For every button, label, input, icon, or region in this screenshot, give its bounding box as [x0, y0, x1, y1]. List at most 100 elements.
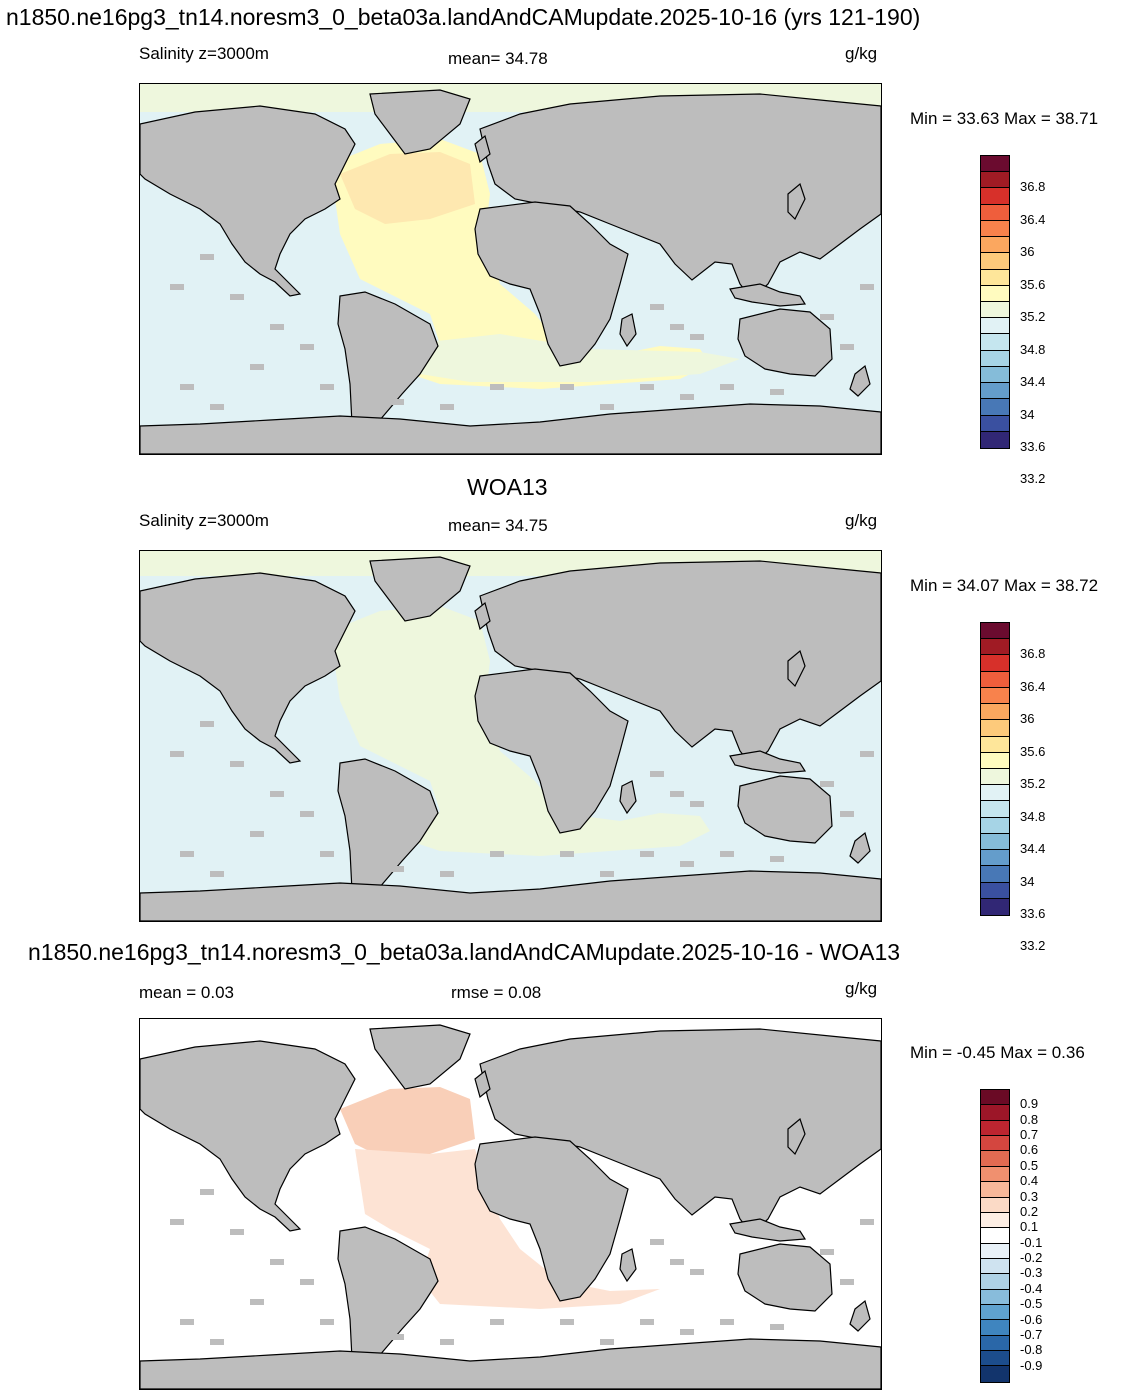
panel1-left-label: Salinity z=3000m	[139, 44, 269, 63]
colorbar-label: -0.7	[1020, 1326, 1043, 1342]
colorbar-label: -0.9	[1020, 1357, 1043, 1373]
colorbar-swatch	[981, 253, 1009, 270]
panel3-mean-label: mean = 0.03	[139, 983, 234, 1002]
colorbar-swatch	[981, 704, 1009, 721]
panel1-minmax: Min = 33.63 Max = 38.71	[910, 109, 1099, 128]
colorbar-label: -0.2	[1020, 1250, 1043, 1266]
panel2-minmax: Min = 34.07 Max = 38.72	[910, 576, 1099, 595]
colorbar-swatch	[981, 655, 1009, 672]
colorbar-label: 34	[1020, 873, 1035, 889]
colorbar-swatch	[981, 285, 1009, 302]
colorbar-label: -0.1	[1020, 1234, 1043, 1250]
colorbar-label: 33.2	[1020, 471, 1046, 487]
colorbar-swatch	[981, 817, 1009, 834]
colorbar-label: 0.4	[1020, 1173, 1039, 1189]
colorbar-swatch	[981, 1305, 1009, 1321]
colorbar-swatch	[981, 866, 1009, 883]
colorbar-swatch	[981, 1182, 1009, 1198]
colorbar-swatch	[981, 350, 1009, 367]
colorbar-label: -0.6	[1020, 1311, 1043, 1327]
colorbar-label: -0.5	[1020, 1296, 1043, 1312]
colorbar-swatch	[981, 1366, 1009, 1382]
panel2-colorbar	[980, 622, 1010, 916]
colorbar-swatch	[981, 383, 1009, 400]
colorbar-label: 0.2	[1020, 1203, 1039, 1219]
colorbar-swatch	[981, 1258, 1009, 1275]
colorbar-label: 0.7	[1020, 1127, 1039, 1143]
colorbar-label: 33.2	[1020, 938, 1046, 954]
panel3-minmax: Min = -0.45 Max = 0.36	[910, 1043, 1085, 1062]
colorbar-swatch	[981, 720, 1009, 737]
panel3-heading: n1850.ne16pg3_tn14.noresm3_0_beta03a.lan…	[28, 939, 901, 965]
colorbar-swatch	[981, 1274, 1009, 1290]
colorbar-label: 35.6	[1020, 743, 1046, 759]
colorbar-label: 36	[1020, 711, 1035, 727]
colorbar-label: -0.3	[1020, 1265, 1043, 1281]
colorbar-swatch	[981, 850, 1009, 867]
colorbar-label: 0.9	[1020, 1096, 1039, 1112]
panel3-map	[139, 1018, 882, 1390]
colorbar-swatch	[981, 1228, 1009, 1244]
colorbar-label: 34.4	[1020, 841, 1046, 857]
colorbar-swatch	[981, 1090, 1009, 1106]
panel1-colorbar	[980, 155, 1010, 449]
colorbar-swatch	[981, 366, 1009, 384]
colorbar-swatch	[981, 431, 1009, 448]
colorbar-swatch	[981, 1166, 1009, 1183]
colorbar-swatch	[981, 1151, 1009, 1167]
colorbar-label: 34.8	[1020, 808, 1046, 824]
colorbar-label: 36	[1020, 244, 1035, 260]
colorbar-swatch	[981, 399, 1009, 416]
colorbar-label: 0.1	[1020, 1219, 1039, 1235]
colorbar-swatch	[981, 220, 1009, 238]
colorbar-label: 36.8	[1020, 646, 1046, 662]
colorbar-swatch	[981, 752, 1009, 769]
colorbar-swatch	[981, 1243, 1009, 1259]
panel2-unit: g/kg	[845, 511, 878, 530]
panel1-unit: g/kg	[845, 44, 878, 63]
colorbar-swatch	[981, 1120, 1009, 1137]
colorbar-label: -0.4	[1020, 1280, 1043, 1296]
panel3-colorbar	[980, 1089, 1010, 1383]
colorbar-label: -0.8	[1020, 1342, 1043, 1358]
colorbar-swatch	[981, 318, 1009, 335]
colorbar-swatch	[981, 639, 1009, 656]
colorbar-swatch	[981, 415, 1009, 432]
panel3-unit: g/kg	[845, 979, 878, 998]
colorbar-swatch	[981, 801, 1009, 818]
colorbar-swatch	[981, 623, 1009, 640]
colorbar-swatch	[981, 334, 1009, 351]
colorbar-label: 35.6	[1020, 276, 1046, 292]
colorbar-swatch	[981, 269, 1009, 286]
panel1-map	[139, 83, 882, 455]
colorbar-swatch	[981, 833, 1009, 851]
panel2-map	[139, 550, 882, 922]
colorbar-swatch	[981, 301, 1009, 319]
colorbar-label: 34.8	[1020, 341, 1046, 357]
colorbar-swatch	[981, 204, 1009, 221]
colorbar-label: 35.2	[1020, 776, 1046, 792]
colorbar-swatch	[981, 1335, 1009, 1352]
colorbar-swatch	[981, 1136, 1009, 1152]
colorbar-swatch	[981, 882, 1009, 899]
colorbar-label: 0.5	[1020, 1157, 1039, 1173]
colorbar-swatch	[981, 188, 1009, 205]
colorbar-swatch	[981, 1212, 1009, 1229]
panel3-rmse-label: rmse = 0.08	[451, 983, 542, 1002]
colorbar-label: 36.8	[1020, 179, 1046, 195]
colorbar-label: 0.3	[1020, 1188, 1039, 1204]
colorbar-swatch	[981, 1320, 1009, 1336]
colorbar-label: 33.6	[1020, 439, 1046, 454]
colorbar-swatch	[981, 785, 1009, 802]
colorbar-swatch	[981, 671, 1009, 688]
colorbar-swatch	[981, 898, 1009, 915]
colorbar-swatch	[981, 1289, 1009, 1306]
colorbar-label: 36.4	[1020, 678, 1046, 694]
colorbar-swatch	[981, 687, 1009, 705]
colorbar-label: 33.6	[1020, 906, 1046, 921]
panel2-heading: WOA13	[467, 474, 548, 500]
panel1-mean-label: mean= 34.78	[448, 49, 548, 68]
colorbar-label: 34	[1020, 406, 1035, 422]
colorbar-label: 36.4	[1020, 211, 1046, 227]
colorbar-swatch	[981, 237, 1009, 254]
